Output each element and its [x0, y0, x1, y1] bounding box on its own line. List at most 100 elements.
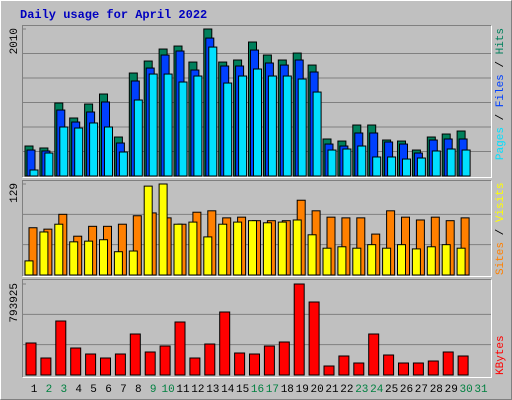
y-tick-label: 2010 [9, 28, 21, 54]
x-tick-label: 27 [415, 384, 428, 396]
bar [89, 122, 99, 177]
bar [178, 81, 188, 177]
bar [39, 231, 49, 276]
x-tick-label: 15 [236, 384, 249, 396]
x-tick-label: 29 [445, 384, 458, 396]
x-tick-label: 31 [474, 384, 488, 396]
bar [427, 360, 439, 376]
bar [99, 239, 108, 276]
plot-border-light [22, 180, 492, 277]
bar [263, 345, 275, 376]
bar [337, 246, 347, 276]
bar [29, 169, 39, 177]
bar [342, 148, 352, 177]
x-tick-label: 9 [150, 384, 157, 396]
bar [308, 301, 320, 376]
x-tick-label: 3 [60, 384, 67, 396]
bar [74, 127, 84, 177]
bar [174, 321, 186, 376]
x-tick-label: 21 [325, 384, 339, 396]
bar [442, 351, 454, 376]
bar [70, 347, 82, 376]
x-tick-label: 25 [385, 384, 398, 396]
bar [278, 341, 290, 376]
x-tick-label: 8 [135, 384, 142, 396]
x-tick-label: 18 [281, 384, 294, 396]
x-tick-label: 10 [161, 384, 174, 396]
plot-border-light [22, 279, 492, 378]
x-tick-label: 19 [296, 384, 309, 396]
bar [24, 260, 34, 276]
bar [219, 311, 231, 376]
x-tick-label: 26 [400, 384, 413, 396]
bar [382, 247, 392, 276]
bar [204, 343, 216, 376]
x-tick-label: 11 [176, 384, 190, 396]
bar [25, 342, 37, 376]
bar [143, 185, 153, 276]
bar [262, 222, 272, 276]
bar [193, 75, 203, 177]
bar [158, 183, 168, 276]
bar [44, 152, 54, 177]
x-tick-label: 28 [430, 384, 443, 396]
bar [163, 73, 173, 177]
y-tick-label: 129 [9, 183, 21, 203]
bar [85, 353, 97, 376]
bar [208, 46, 218, 177]
bar [69, 241, 79, 276]
plot-border-dark [22, 279, 492, 378]
bar [387, 156, 397, 177]
x-tick-label: 1 [31, 384, 38, 396]
bar [402, 158, 411, 177]
legend: KBytes [495, 335, 507, 375]
x-tick-label: 4 [75, 384, 82, 396]
bar [128, 250, 138, 276]
legend-entry: Sites [495, 242, 507, 275]
bar [307, 234, 317, 276]
bar [234, 352, 246, 376]
bar [446, 148, 456, 177]
bar [323, 365, 335, 376]
legend-separator: / [495, 222, 507, 242]
x-tick-label: 7 [120, 384, 127, 396]
x-tick-label: 23 [355, 384, 368, 396]
bar [238, 75, 248, 177]
bar [457, 355, 469, 376]
x-tick-label: 2 [46, 384, 53, 396]
bar [282, 75, 292, 177]
bar [297, 78, 307, 177]
bar [249, 353, 260, 376]
bar [441, 244, 451, 276]
bar [353, 362, 365, 376]
bar [411, 248, 421, 276]
bar [367, 244, 377, 276]
bar [357, 145, 367, 177]
bar [327, 149, 337, 177]
x-tick-label: 12 [191, 384, 204, 396]
x-tick-label: 13 [206, 384, 219, 396]
bar [461, 149, 471, 177]
bar [383, 354, 395, 376]
bar [148, 73, 158, 177]
bar [203, 236, 213, 276]
bar [84, 240, 94, 276]
x-tick-label: 17 [266, 384, 279, 396]
bar [338, 355, 350, 376]
x-tick-label: 6 [105, 384, 112, 396]
bar [398, 362, 409, 376]
x-tick-label: 16 [251, 384, 264, 396]
chart-title: Daily usage for April 2022 [20, 8, 207, 22]
legend-separator: / [495, 107, 507, 127]
y-tick-label: 793925 [9, 283, 21, 323]
bar [118, 151, 128, 177]
bar [129, 333, 141, 376]
plot-border-dark [22, 25, 492, 178]
bar [292, 219, 302, 276]
bar [277, 221, 287, 276]
bar [113, 251, 123, 276]
bar [253, 68, 262, 177]
x-tick-label: 14 [221, 384, 235, 396]
bar [144, 351, 156, 376]
x-tick-label: 30 [459, 384, 472, 396]
